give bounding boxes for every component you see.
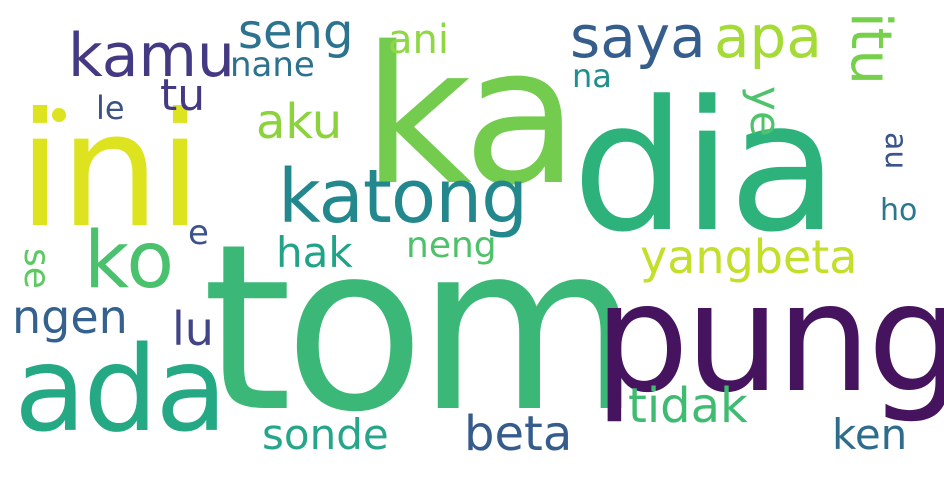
word-ada: ada: [14, 320, 228, 458]
word-ngen: ngen: [12, 290, 128, 344]
word-kamu: kamu: [68, 21, 235, 91]
word-saya: saya: [570, 3, 706, 71]
word-ka: ka: [362, 6, 579, 227]
word-sonde: sonde: [262, 410, 389, 459]
word-na: na: [572, 57, 612, 95]
word-itu: itu: [838, 12, 903, 86]
word-aku: aku: [256, 94, 343, 150]
word-seng: seng: [238, 4, 354, 60]
word-dia: dia: [572, 63, 839, 272]
word-neng: neng: [406, 225, 497, 266]
dot-mark: [52, 108, 66, 122]
word-tom: tom: [202, 196, 641, 463]
word-beta: beta: [464, 406, 573, 462]
word-lu: lu: [172, 302, 214, 356]
word-e: e: [188, 213, 209, 253]
word-ye: ye: [741, 86, 790, 137]
word-katong: katong: [278, 154, 528, 240]
word-nane: nane: [230, 45, 315, 85]
word-apa: apa: [714, 3, 822, 71]
word-yangbeta: yangbeta: [640, 230, 858, 284]
word-tidak: tidak: [628, 378, 748, 434]
word-le: le: [96, 89, 125, 127]
word-ani: ani: [388, 17, 449, 63]
word-hak: hak: [276, 228, 353, 277]
word-ko: ko: [84, 216, 175, 306]
word-ho: ho: [880, 193, 918, 228]
word-se: se: [16, 248, 57, 289]
word-ini: ini: [18, 79, 202, 263]
word-tu: tu: [160, 70, 206, 121]
word-pung: pung: [594, 252, 944, 426]
word-ken: ken: [832, 410, 908, 459]
word-au: au: [878, 132, 913, 170]
